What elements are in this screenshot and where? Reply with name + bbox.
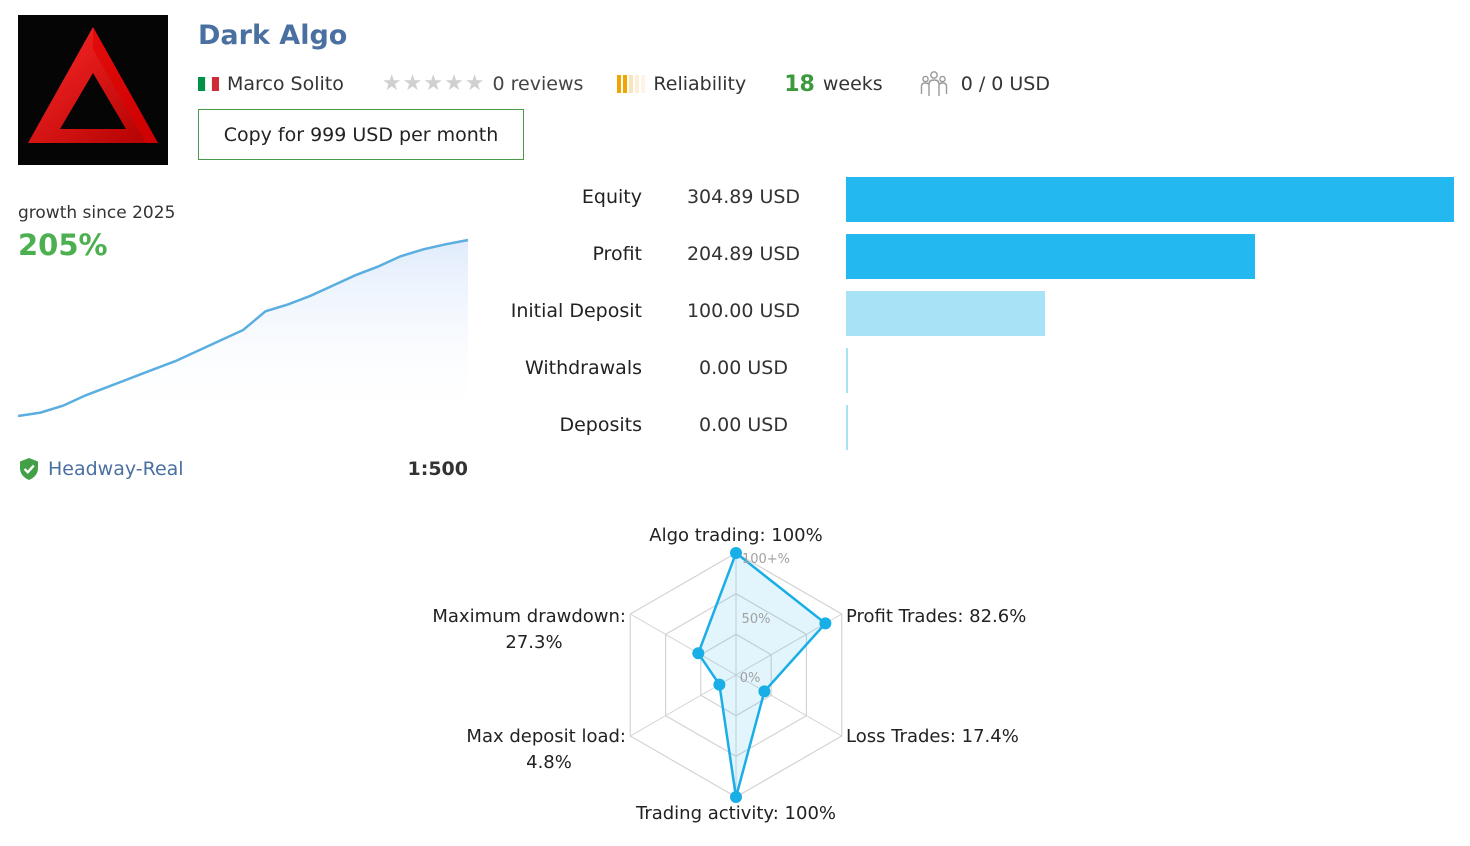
tick-0-label: 0% (740, 671, 761, 686)
radar-point-trading-activity[interactable] (730, 791, 742, 803)
author-name[interactable]: Marco Solito (227, 73, 344, 95)
deposits-value: 0.00 USD (699, 414, 788, 436)
equity-label: Equity (581, 186, 642, 208)
trading-activity-label: Trading activity: 100% (635, 803, 836, 824)
withdrawals-value: 0.00 USD (699, 357, 788, 379)
growth-chart[interactable] (18, 232, 470, 422)
initial-deposit-value: 100.00 USD (686, 300, 801, 322)
signal-logo (18, 15, 168, 165)
initial-deposit-bar (846, 291, 1045, 336)
profit-value: 204.89 USD (686, 243, 801, 265)
max-deposit-load-label: Max deposit load: (466, 726, 626, 747)
subscribers-value: 0 / 0 USD (960, 73, 1050, 95)
deposits-label: Deposits (559, 414, 642, 436)
leverage-value: 1:500 (407, 458, 468, 480)
weeks-label: weeks (822, 73, 883, 95)
profit-trades-label: Profit Trades: 82.6% (846, 606, 1026, 627)
equity-value: 304.89 USD (686, 186, 801, 208)
deposits-bar (846, 405, 848, 450)
weeks-count: 18 (784, 71, 815, 97)
max-deposit-load-value: 4.8% (526, 752, 572, 773)
growth-value: 205% (18, 228, 108, 262)
loss-trades-label: Loss Trades: 17.4% (846, 726, 1019, 747)
tick-50-label: 50% (742, 612, 771, 627)
signal-title[interactable]: Dark Algo (198, 20, 348, 51)
tick-100-label: 100+% (742, 552, 790, 567)
radar-point-maximum-drawdown[interactable] (692, 647, 705, 660)
reliability-label: Reliability (653, 73, 747, 95)
star-icon: ★ (444, 71, 464, 96)
radar-point-profit-trades[interactable] (819, 617, 832, 630)
copy-signal-button[interactable]: Copy for 999 USD per month (198, 109, 524, 160)
growth-line (18, 238, 469, 418)
radar-axis-line (735, 674, 842, 737)
signal-meta-bar: Marco Solito ★ ★ ★ ★ ★ 0 reviews Reliabi… (198, 70, 1050, 98)
max-drawdown-value: 27.3% (505, 632, 562, 653)
radar-chart: 100+% 50% 0% Algo trading: 100% Profit T… (432, 525, 1026, 824)
star-icon: ★ (381, 71, 402, 96)
withdrawals-bar (846, 348, 848, 393)
reliability-icon (617, 75, 646, 93)
shield-check-icon (20, 458, 38, 480)
algo-trading-label: Algo trading: 100% (649, 525, 822, 546)
equity-bar (846, 177, 1454, 222)
italy-flag-icon (198, 77, 219, 91)
radar-point-max-deposit-load[interactable] (713, 678, 726, 691)
reviews-link[interactable]: 0 reviews (492, 73, 584, 95)
radar-points (692, 547, 832, 803)
growth-label: growth since 2025 (18, 203, 176, 223)
withdrawals-label: Withdrawals (524, 357, 642, 379)
server-info[interactable]: Headway-Real (18, 457, 184, 481)
subscribers-icon (919, 69, 949, 99)
initial-deposit-label: Initial Deposit (510, 300, 642, 322)
star-icon: ★ (402, 71, 423, 96)
radar-point-algo-trading[interactable] (730, 547, 742, 559)
star-icon: ★ (464, 71, 485, 96)
rating-stars: ★ ★ ★ ★ ★ (382, 73, 485, 95)
radar-axis-line (630, 613, 737, 676)
profit-label: Profit (592, 243, 642, 265)
radar-point-loss-trades[interactable] (758, 685, 771, 698)
star-icon: ★ (423, 71, 444, 96)
max-drawdown-label: Maximum drawdown: (432, 606, 626, 627)
warning-triangle-icon (28, 27, 158, 143)
server-name[interactable]: Headway-Real (48, 458, 184, 480)
profit-bar (846, 234, 1255, 279)
